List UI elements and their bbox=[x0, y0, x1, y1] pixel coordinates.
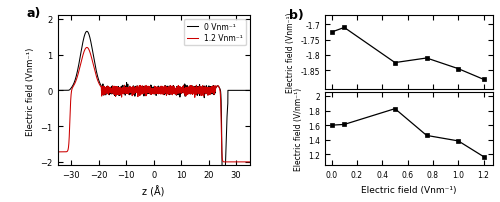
1.2 Vnm⁻¹ bbox=[222, 161, 228, 163]
0 Vnm⁻¹ bbox=[247, 90, 253, 92]
1.2 Vnm⁻¹ bbox=[128, 92, 134, 94]
1.2 Vnm⁻¹ bbox=[54, 151, 60, 153]
0 Vnm⁻¹ bbox=[54, 90, 60, 92]
X-axis label: z (Å): z (Å) bbox=[142, 185, 165, 196]
1.2 Vnm⁻¹ bbox=[88, 55, 94, 57]
Y-axis label: Electric field (Vnm⁻¹): Electric field (Vnm⁻¹) bbox=[286, 13, 295, 93]
0 Vnm⁻¹ bbox=[222, 162, 228, 165]
Line: 0 Vnm⁻¹: 0 Vnm⁻¹ bbox=[58, 32, 250, 202]
Text: a): a) bbox=[26, 7, 41, 20]
0 Vnm⁻¹ bbox=[76, 60, 82, 63]
0 Vnm⁻¹ bbox=[243, 90, 249, 92]
0 Vnm⁻¹ bbox=[136, 90, 142, 92]
1.2 Vnm⁻¹ bbox=[243, 161, 249, 163]
1.2 Vnm⁻¹ bbox=[84, 47, 90, 49]
1.2 Vnm⁻¹ bbox=[231, 161, 237, 163]
Y-axis label: Electric field (Vnm⁻¹): Electric field (Vnm⁻¹) bbox=[26, 47, 35, 135]
Line: 1.2 Vnm⁻¹: 1.2 Vnm⁻¹ bbox=[58, 48, 250, 162]
0 Vnm⁻¹ bbox=[128, 89, 134, 92]
Text: b): b) bbox=[288, 9, 304, 22]
Y-axis label: Electric field (V/nm⁻¹): Electric field (V/nm⁻¹) bbox=[294, 88, 303, 170]
X-axis label: Electric field (Vnm⁻¹): Electric field (Vnm⁻¹) bbox=[361, 185, 456, 194]
1.2 Vnm⁻¹ bbox=[136, 92, 142, 95]
1.2 Vnm⁻¹ bbox=[76, 68, 82, 71]
0 Vnm⁻¹ bbox=[88, 42, 94, 44]
1.2 Vnm⁻¹ bbox=[247, 161, 253, 163]
0 Vnm⁻¹ bbox=[84, 31, 90, 33]
Legend: 0 Vnm⁻¹, 1.2 Vnm⁻¹: 0 Vnm⁻¹, 1.2 Vnm⁻¹ bbox=[184, 20, 246, 46]
